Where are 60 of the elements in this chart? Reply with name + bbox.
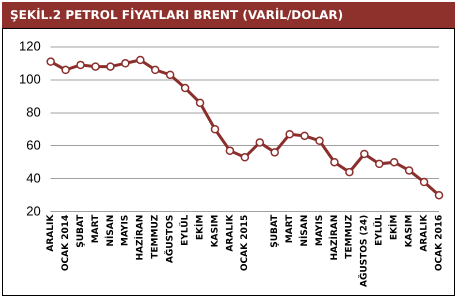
x-tick-label: EYLÜL — [178, 214, 190, 246]
point — [210, 125, 220, 134]
y-tick-label: 60 — [26, 137, 41, 152]
x-tick-label: HAZİRAN — [134, 214, 146, 261]
point — [434, 190, 444, 200]
point — [404, 166, 414, 175]
point — [150, 66, 160, 74]
x-tick-label: EKİM — [388, 214, 400, 240]
x-tick-label: EKİM — [193, 214, 206, 240]
x-tick-label: EYLÜL — [372, 214, 385, 246]
point — [420, 178, 428, 186]
point — [61, 66, 70, 74]
point — [136, 56, 145, 64]
x-tick-label: KASIM — [404, 214, 414, 248]
y-tick-label: 120 — [18, 38, 41, 54]
point — [315, 136, 324, 146]
point — [390, 158, 398, 166]
x-tick-label: MART — [284, 214, 295, 244]
point — [240, 153, 250, 162]
point — [166, 70, 174, 80]
x-tick-label: HAZİRAN — [328, 214, 340, 261]
x-tick-label: TEMMUZ — [150, 214, 161, 259]
point — [256, 138, 264, 147]
x-tick-label: NİSAN — [298, 214, 310, 247]
point — [375, 160, 384, 168]
y-tick-label: 40 — [26, 170, 41, 186]
x-tick-label: AĞUSTOS — [164, 214, 176, 264]
x-tick-label: MART — [90, 214, 101, 244]
point — [360, 150, 369, 158]
point — [121, 59, 130, 68]
x-tick-label: TEMMUZ — [344, 214, 355, 259]
x-tick-label: NİSAN — [104, 214, 116, 247]
point — [76, 60, 85, 70]
x-tick-label: ŞUBAT — [76, 214, 86, 248]
y-tick-label: 20 — [26, 203, 41, 218]
point — [196, 98, 204, 108]
x-tick-label: MAYIS — [314, 214, 325, 246]
point — [300, 132, 309, 140]
point — [226, 146, 234, 155]
point — [285, 130, 294, 138]
x-tick-label: MAYIS — [120, 214, 131, 246]
point — [345, 168, 354, 176]
y-tick-label: 80 — [26, 104, 41, 120]
x-tick-label: OCAK 2014 — [60, 214, 71, 272]
point — [106, 62, 115, 71]
x-tick-label: KASIM — [210, 214, 220, 248]
x-tick-label: ARALIK — [225, 214, 236, 252]
x-tick-label: AĞUSTOS (24) — [358, 214, 370, 288]
chart-title: ŞEKİL.2 PETROL FİYATLARI BRENT (VARİL/DOLAR) — [2, 2, 455, 28]
x-tick-label: OCAK 2016 — [434, 214, 444, 272]
x-tick-label: ARALIK — [419, 214, 430, 252]
x-tick-label: ŞUBAT — [270, 214, 280, 248]
x-tick-label: OCAK 2015 — [240, 214, 250, 272]
point — [91, 62, 100, 71]
x-tick-label: ARALIK — [46, 214, 56, 252]
point — [46, 57, 55, 66]
point — [270, 148, 279, 157]
point — [180, 84, 190, 92]
point — [330, 158, 339, 166]
y-tick-label: 100 — [18, 71, 41, 86]
